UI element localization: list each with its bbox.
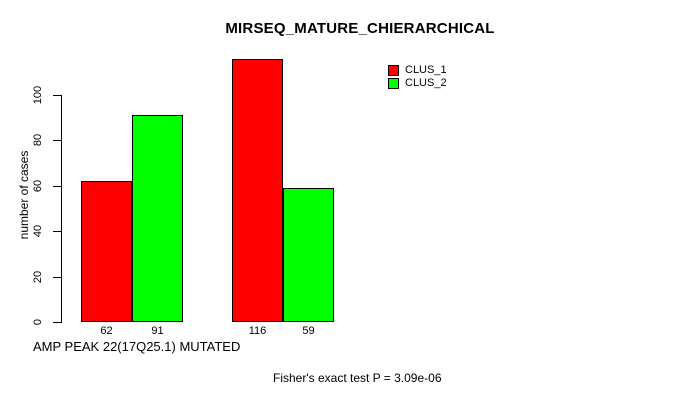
x-axis-title: AMP PEAK 22(17Q25.1) MUTATED	[33, 339, 241, 354]
y-axis-tick	[53, 322, 61, 323]
bar-clus_1-group1	[81, 181, 132, 322]
y-axis-tick	[53, 95, 61, 96]
y-axis-tick	[53, 140, 61, 141]
legend-entry-clus-1: CLUS_1	[388, 64, 447, 77]
legend-label: CLUS_2	[405, 77, 447, 89]
y-axis-tick-label: 60	[32, 179, 44, 193]
y-axis-title: number of cases	[17, 150, 31, 240]
y-axis-tick	[53, 277, 61, 278]
y-axis-tick-label: 100	[32, 85, 44, 105]
bar-value-label: 59	[302, 325, 315, 337]
y-axis-tick-label: 20	[32, 270, 44, 284]
y-axis-tick-label: 40	[32, 224, 44, 238]
bar-clus_2-group1	[132, 115, 183, 322]
bar-clus_1-group2	[232, 58, 283, 322]
y-axis-tick-label: 80	[32, 133, 44, 147]
legend-swatch-green-icon	[388, 78, 399, 89]
legend-entry-clus-2: CLUS_2	[388, 77, 447, 90]
y-axis-tick	[53, 186, 61, 187]
legend-label: CLUS_1	[405, 64, 447, 76]
bar-value-label: 91	[151, 325, 164, 337]
fisher-test-note: Fisher's exact test P = 3.09e-06	[273, 371, 442, 385]
chart-title: MIRSEQ_MATURE_CHIERARCHICAL	[225, 20, 495, 37]
y-axis-line	[61, 95, 62, 323]
bar-value-label: 62	[100, 325, 113, 337]
legend: CLUS_1 CLUS_2	[388, 64, 447, 90]
legend-swatch-red-icon	[388, 65, 399, 76]
y-axis-tick-label: 0	[32, 318, 44, 326]
bar-value-label: 116	[248, 325, 267, 337]
bar-clus_2-group2	[283, 188, 334, 322]
y-axis-tick	[53, 231, 61, 232]
